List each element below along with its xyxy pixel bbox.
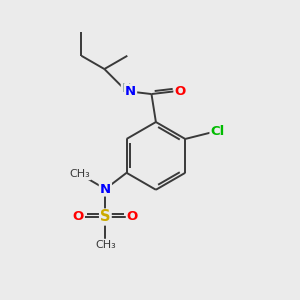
Text: CH₃: CH₃ [95, 240, 116, 250]
Text: N: N [100, 182, 111, 196]
Text: O: O [174, 85, 186, 98]
Text: N: N [125, 85, 136, 98]
Text: O: O [127, 211, 138, 224]
Text: H: H [122, 82, 131, 95]
Text: O: O [73, 211, 84, 224]
Text: S: S [100, 209, 111, 224]
Text: Cl: Cl [211, 124, 225, 137]
Text: CH₃: CH₃ [69, 169, 90, 179]
